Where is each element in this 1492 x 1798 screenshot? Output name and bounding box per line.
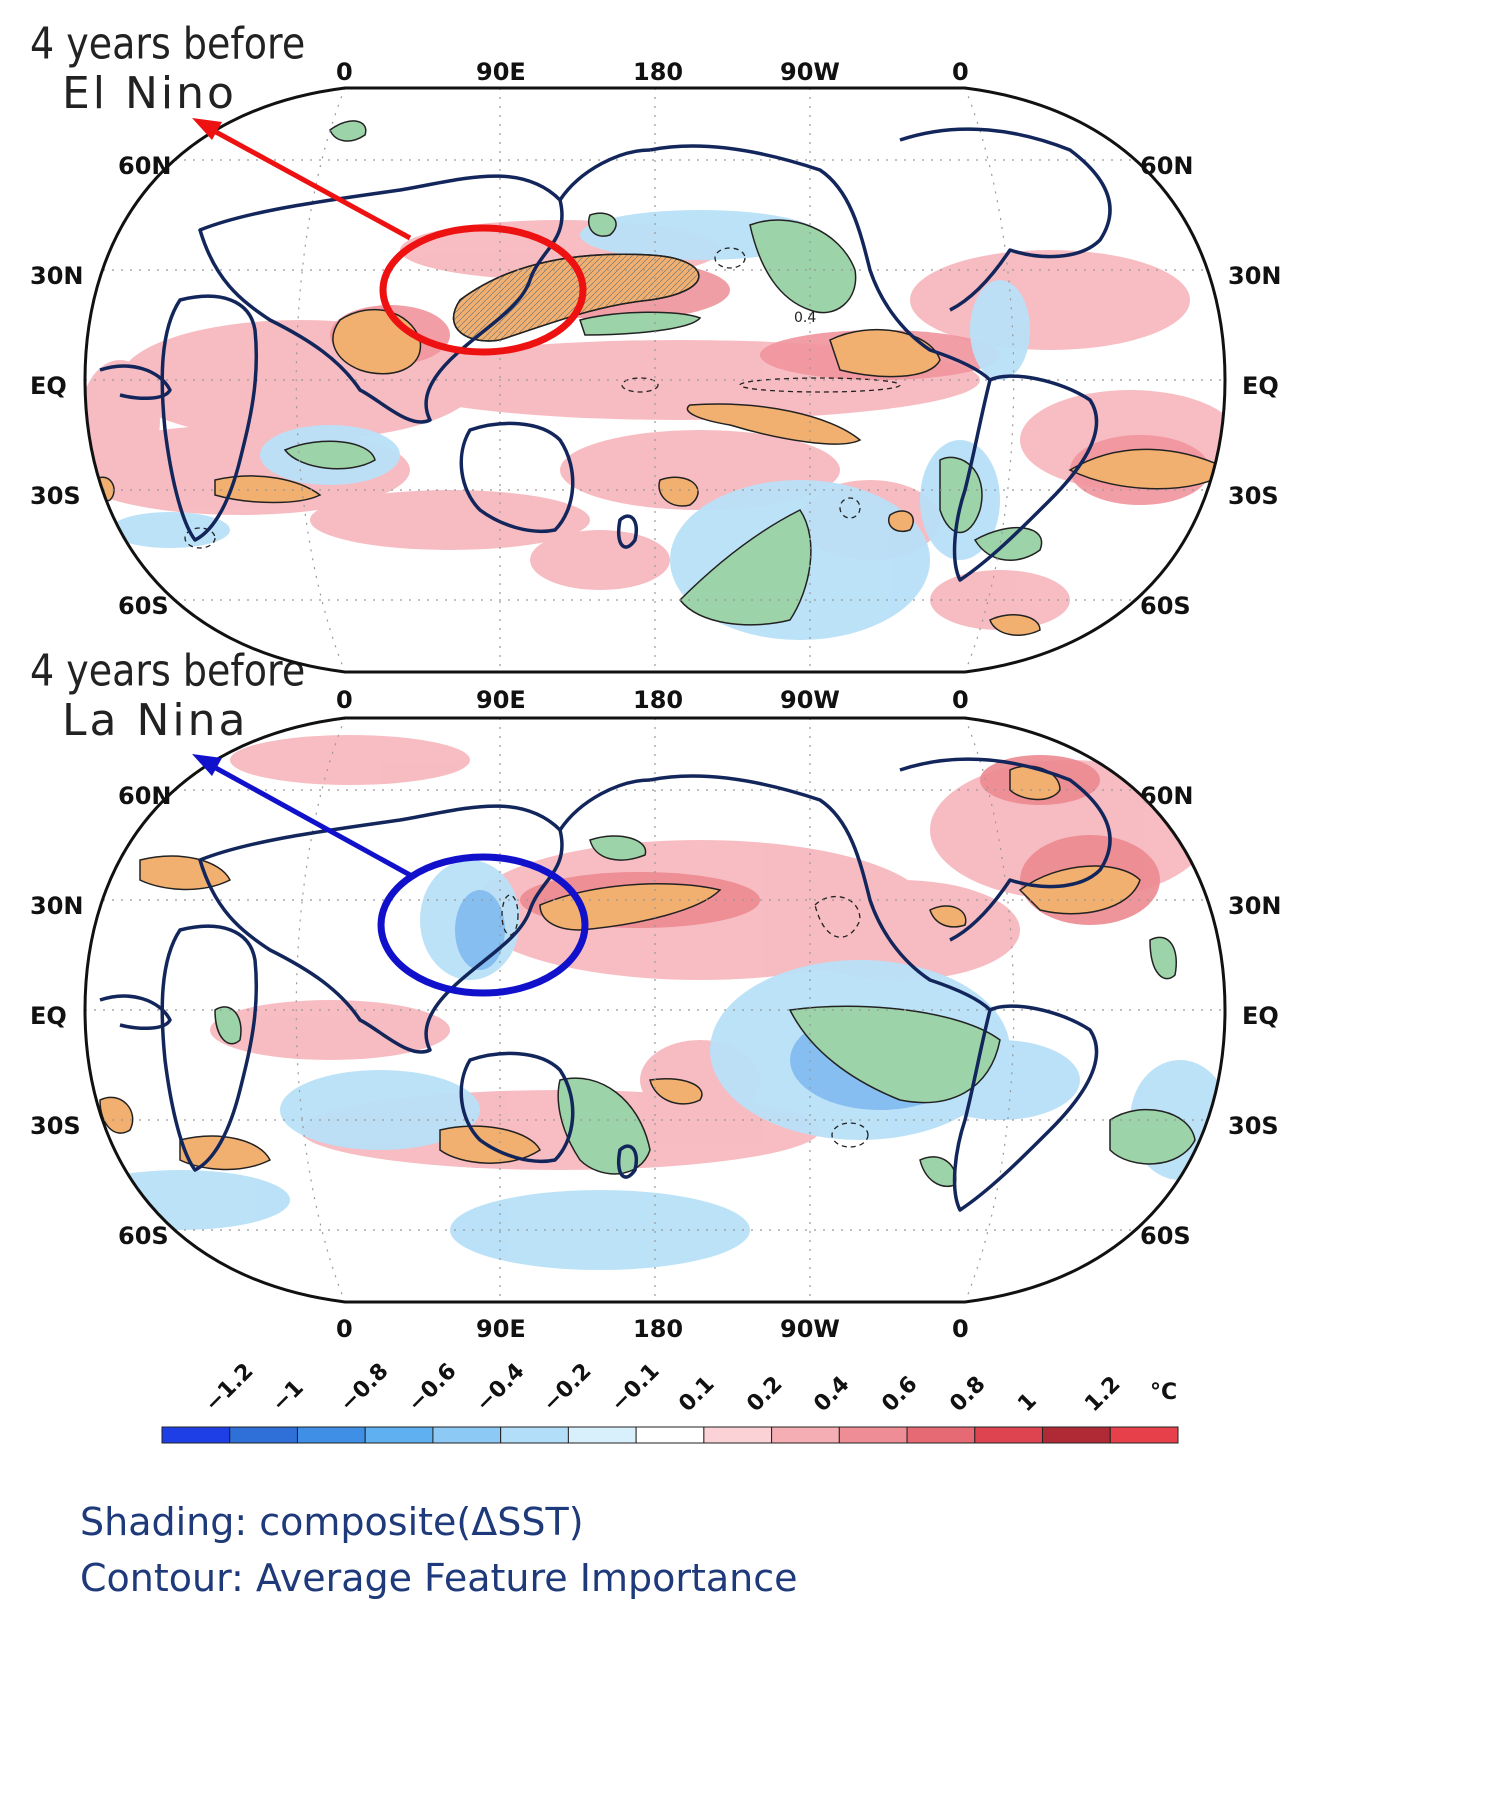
arrow-el-nino bbox=[203, 123, 412, 241]
colorbar-swatch bbox=[974, 1426, 1044, 1444]
lat-label-right: 30S bbox=[1228, 1112, 1279, 1140]
panel1-title-line1: 4 years before bbox=[30, 18, 306, 69]
legend-contour: Contour: Average Feature Importance bbox=[80, 1556, 798, 1600]
colorbar-swatch bbox=[567, 1426, 637, 1444]
map-frame-top bbox=[83, 86, 1227, 674]
lon-label: 0 bbox=[952, 58, 969, 86]
lat-label-left: 60S bbox=[118, 1222, 169, 1250]
lon-label: 0 bbox=[952, 1315, 969, 1343]
arrowhead-el-nino bbox=[192, 118, 222, 140]
highlight-circle-el-nino bbox=[379, 224, 587, 356]
panel2-title-line2: La Nina bbox=[62, 695, 249, 746]
arrowhead-la-nina bbox=[192, 754, 222, 776]
lat-label-left: EQ bbox=[30, 372, 67, 400]
lat-label-left: 60S bbox=[118, 592, 169, 620]
lon-label: 180 bbox=[633, 686, 684, 714]
colorbar-swatch bbox=[1109, 1426, 1179, 1444]
colorbar-swatch bbox=[500, 1426, 569, 1444]
colorbar-swatch bbox=[635, 1426, 705, 1444]
panel2-title-line1: 4 years before bbox=[30, 645, 306, 696]
lat-label-right: 30N bbox=[1228, 262, 1282, 290]
highlight-circle-la-nina bbox=[377, 853, 589, 997]
contour-value-label: 0.4 bbox=[794, 310, 816, 326]
lat-label-right: EQ bbox=[1242, 372, 1279, 400]
lat-label-left: 30N bbox=[30, 892, 84, 920]
legend-shading: Shading: composite(ΔSST) bbox=[80, 1500, 584, 1544]
lat-label-right: 30S bbox=[1228, 482, 1279, 510]
lat-label-right: 30N bbox=[1228, 892, 1282, 920]
lon-label: 90W bbox=[780, 58, 840, 86]
colorbar-swatch bbox=[703, 1426, 773, 1444]
colorbar-swatch bbox=[838, 1426, 908, 1444]
lon-label: 0 bbox=[336, 58, 353, 86]
colorbar-swatch bbox=[161, 1426, 231, 1444]
lon-label: 90E bbox=[476, 1315, 526, 1343]
lat-label-right: 60S bbox=[1140, 592, 1191, 620]
colorbar-swatch bbox=[432, 1426, 502, 1444]
arrow-la-nina bbox=[203, 759, 412, 878]
map-panel-la-nina bbox=[85, 718, 1225, 1302]
lon-label: 90E bbox=[476, 686, 526, 714]
colorbar-swatch bbox=[771, 1426, 840, 1444]
colorbar-unit: °C bbox=[1150, 1380, 1178, 1405]
lat-label-left: EQ bbox=[30, 1002, 67, 1030]
panel1-title-line2: El Nino bbox=[62, 68, 237, 119]
lon-label: 90W bbox=[780, 686, 840, 714]
lat-label-left: 30S bbox=[30, 482, 81, 510]
lon-label: 90W bbox=[780, 1315, 840, 1343]
colorbar bbox=[161, 1426, 1179, 1444]
lon-label: 180 bbox=[633, 58, 684, 86]
lon-label: 0 bbox=[952, 686, 969, 714]
map-frame-bottom bbox=[83, 716, 1227, 1304]
lat-label-left: 60N bbox=[118, 152, 172, 180]
lat-label-right: 60N bbox=[1140, 152, 1194, 180]
lon-label: 180 bbox=[633, 1315, 684, 1343]
lon-label: 0 bbox=[336, 1315, 353, 1343]
lat-label-left: 30S bbox=[30, 1112, 81, 1140]
lat-label-right: 60S bbox=[1140, 1222, 1191, 1250]
map-panel-el-nino: 0.4 bbox=[85, 88, 1225, 672]
colorbar-swatch bbox=[906, 1426, 976, 1444]
colorbar-swatch bbox=[364, 1426, 434, 1444]
lon-label: 0 bbox=[336, 686, 353, 714]
colorbar-swatch bbox=[1042, 1426, 1111, 1444]
colorbar-swatch bbox=[229, 1426, 298, 1444]
lon-label: 90E bbox=[476, 58, 526, 86]
lat-label-left: 30N bbox=[30, 262, 84, 290]
lat-label-left: 60N bbox=[118, 782, 172, 810]
lat-label-right: EQ bbox=[1242, 1002, 1279, 1030]
colorbar-swatch bbox=[296, 1426, 366, 1444]
